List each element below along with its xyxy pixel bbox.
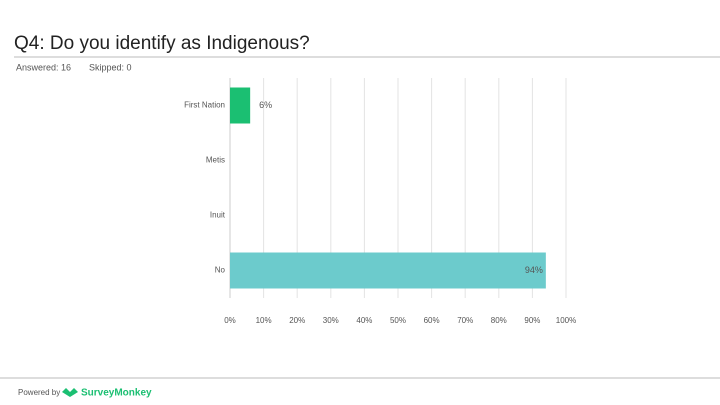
- bar: [230, 87, 251, 124]
- x-tick-label: 0%: [224, 316, 236, 325]
- skipped-count: Skipped: 0: [89, 62, 132, 72]
- x-tick-label: 50%: [390, 316, 406, 325]
- category-label: First Nation: [184, 101, 225, 110]
- x-tick-label: 100%: [556, 316, 576, 325]
- powered-by: Powered by: [18, 388, 60, 397]
- x-tick-label: 10%: [256, 316, 272, 325]
- x-tick-label: 80%: [491, 316, 507, 325]
- question-title: Q4: Do you identify as Indigenous?: [14, 33, 310, 54]
- x-tick-label: 90%: [524, 316, 540, 325]
- brand-name: SurveyMonkey: [81, 388, 152, 399]
- answered-count: Answered: 16: [16, 62, 71, 72]
- category-label: Inuit: [210, 211, 226, 220]
- plot: 0% 10% 20% 30% 40% 50% 60% 70% 80% 90% 100% First N…: [184, 78, 576, 325]
- brand-logo: [62, 388, 78, 397]
- bar: [230, 252, 546, 289]
- x-tick-label: 70%: [457, 316, 473, 325]
- value-label: 6%: [259, 100, 272, 110]
- category-label: Metis: [206, 156, 225, 165]
- x-tick-label: 30%: [323, 316, 339, 325]
- x-tick-label: 40%: [356, 316, 372, 325]
- value-label: 94%: [525, 265, 543, 275]
- x-tick-label: 60%: [424, 316, 440, 325]
- x-tick-label: 20%: [289, 316, 305, 325]
- category-label: No: [215, 266, 226, 275]
